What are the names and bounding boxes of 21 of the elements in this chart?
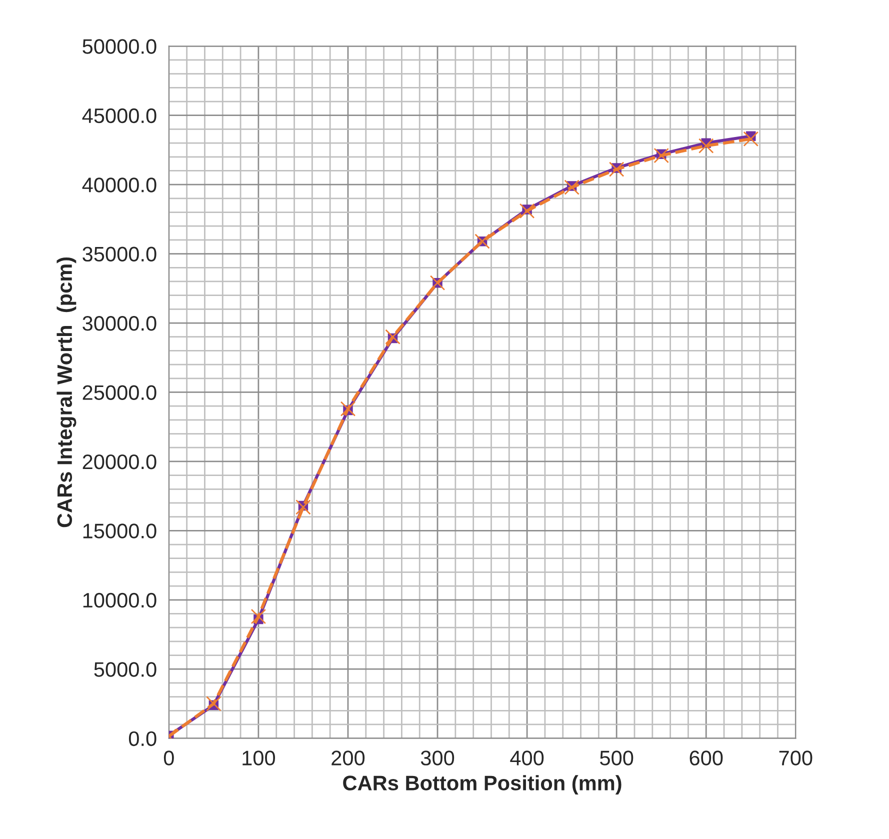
y-tick-label: 10000.0 (83, 592, 156, 608)
x-tick-label: 0 (164, 750, 174, 766)
x-tick-label: 100 (242, 750, 276, 766)
x-tick-label: 300 (420, 750, 454, 766)
y-axis-title: CARs Integral Worth (pcm) (56, 257, 76, 528)
x-tick-label: 600 (690, 750, 723, 766)
y-tick-label: 50000.0 (82, 39, 156, 54)
y-tick-label: 40000.0 (82, 178, 156, 192)
y-tick-label: 15000.0 (83, 524, 156, 538)
x-tick-label: 200 (332, 750, 365, 766)
y-tick-label: 30000.0 (82, 316, 156, 331)
x-tick-label: 500 (600, 750, 634, 766)
y-tick-label: 45000.0 (82, 108, 156, 124)
x-axis-title: CARs Bottom Position (mm) (343, 775, 622, 795)
y-tick-label: 0.0 (128, 731, 156, 746)
x-tick-label: 700 (779, 750, 812, 766)
y-tick-label: 20000.0 (82, 454, 156, 470)
y-tick-label: 25000.0 (82, 385, 156, 400)
x-tick-label: 400 (510, 750, 544, 766)
y-tick-label: 5000.0 (94, 662, 156, 677)
y-tick-label: 35000.0 (82, 246, 156, 262)
